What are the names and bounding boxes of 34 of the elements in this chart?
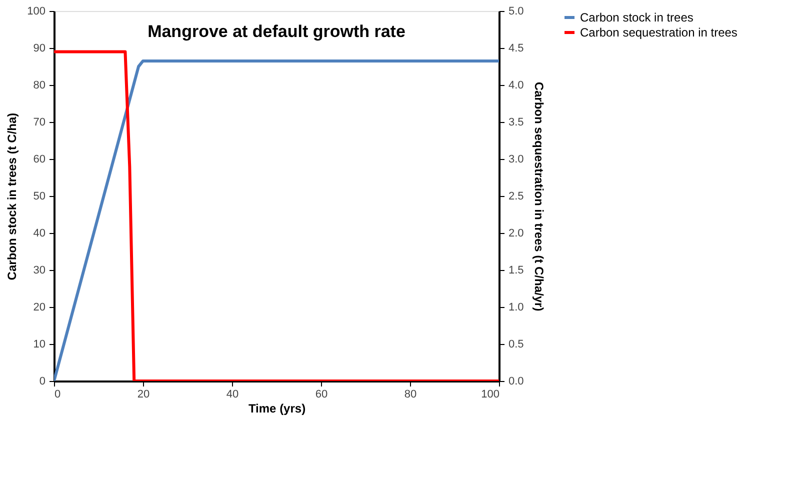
y-tick-label: 10	[33, 338, 46, 350]
x-tick-label: 0	[54, 388, 61, 400]
y2-tick-label: 2.5	[508, 190, 524, 202]
x-tick-label: 20	[137, 388, 150, 400]
y2-tick-label: 3.5	[508, 116, 524, 128]
x-axis-title: Time (yrs)	[248, 402, 306, 416]
y-tick-label: 0	[39, 376, 46, 388]
legend-label: Carbon stock in trees	[580, 10, 694, 24]
y2-tick-label: 5.0	[508, 6, 524, 18]
x-tick-label: 40	[226, 388, 239, 400]
y-tick-label: 90	[33, 42, 46, 54]
x-tick-label: 80	[404, 388, 417, 400]
y2-axis-title: Carbon sequestration in trees (t C/ha/yr)	[532, 82, 546, 312]
y-axis-title: Carbon stock in trees (t C/ha)	[5, 112, 20, 280]
text: Mangrove at default growth rate	[148, 22, 406, 41]
y2-tick-label: 3.0	[508, 154, 524, 166]
y-tick-label: 80	[33, 80, 46, 92]
x-tick-label: 60	[315, 388, 328, 400]
y-tick-label: 50	[33, 190, 46, 202]
y-tick-label: 100	[27, 6, 46, 18]
y2-tick-label: 1.5	[508, 264, 524, 276]
y2-tick-label: 0.0	[508, 376, 524, 388]
y-tick-label: 20	[33, 302, 46, 314]
y2-tick-label: 4.5	[508, 42, 524, 54]
y-tick-label: 60	[33, 154, 46, 166]
y-tick-label: 70	[33, 116, 46, 128]
y2-tick-label: 2.0	[508, 228, 524, 240]
y2-tick-label: 1.0	[508, 302, 524, 314]
x-tick-label: 100	[481, 388, 500, 400]
y-tick-label: 30	[33, 264, 46, 276]
y2-tick-label: 4.0	[508, 80, 524, 92]
y2-tick-label: 0.5	[508, 338, 524, 350]
legend-label: Carbon sequestration in trees	[580, 26, 738, 40]
y-tick-label: 40	[33, 228, 46, 240]
